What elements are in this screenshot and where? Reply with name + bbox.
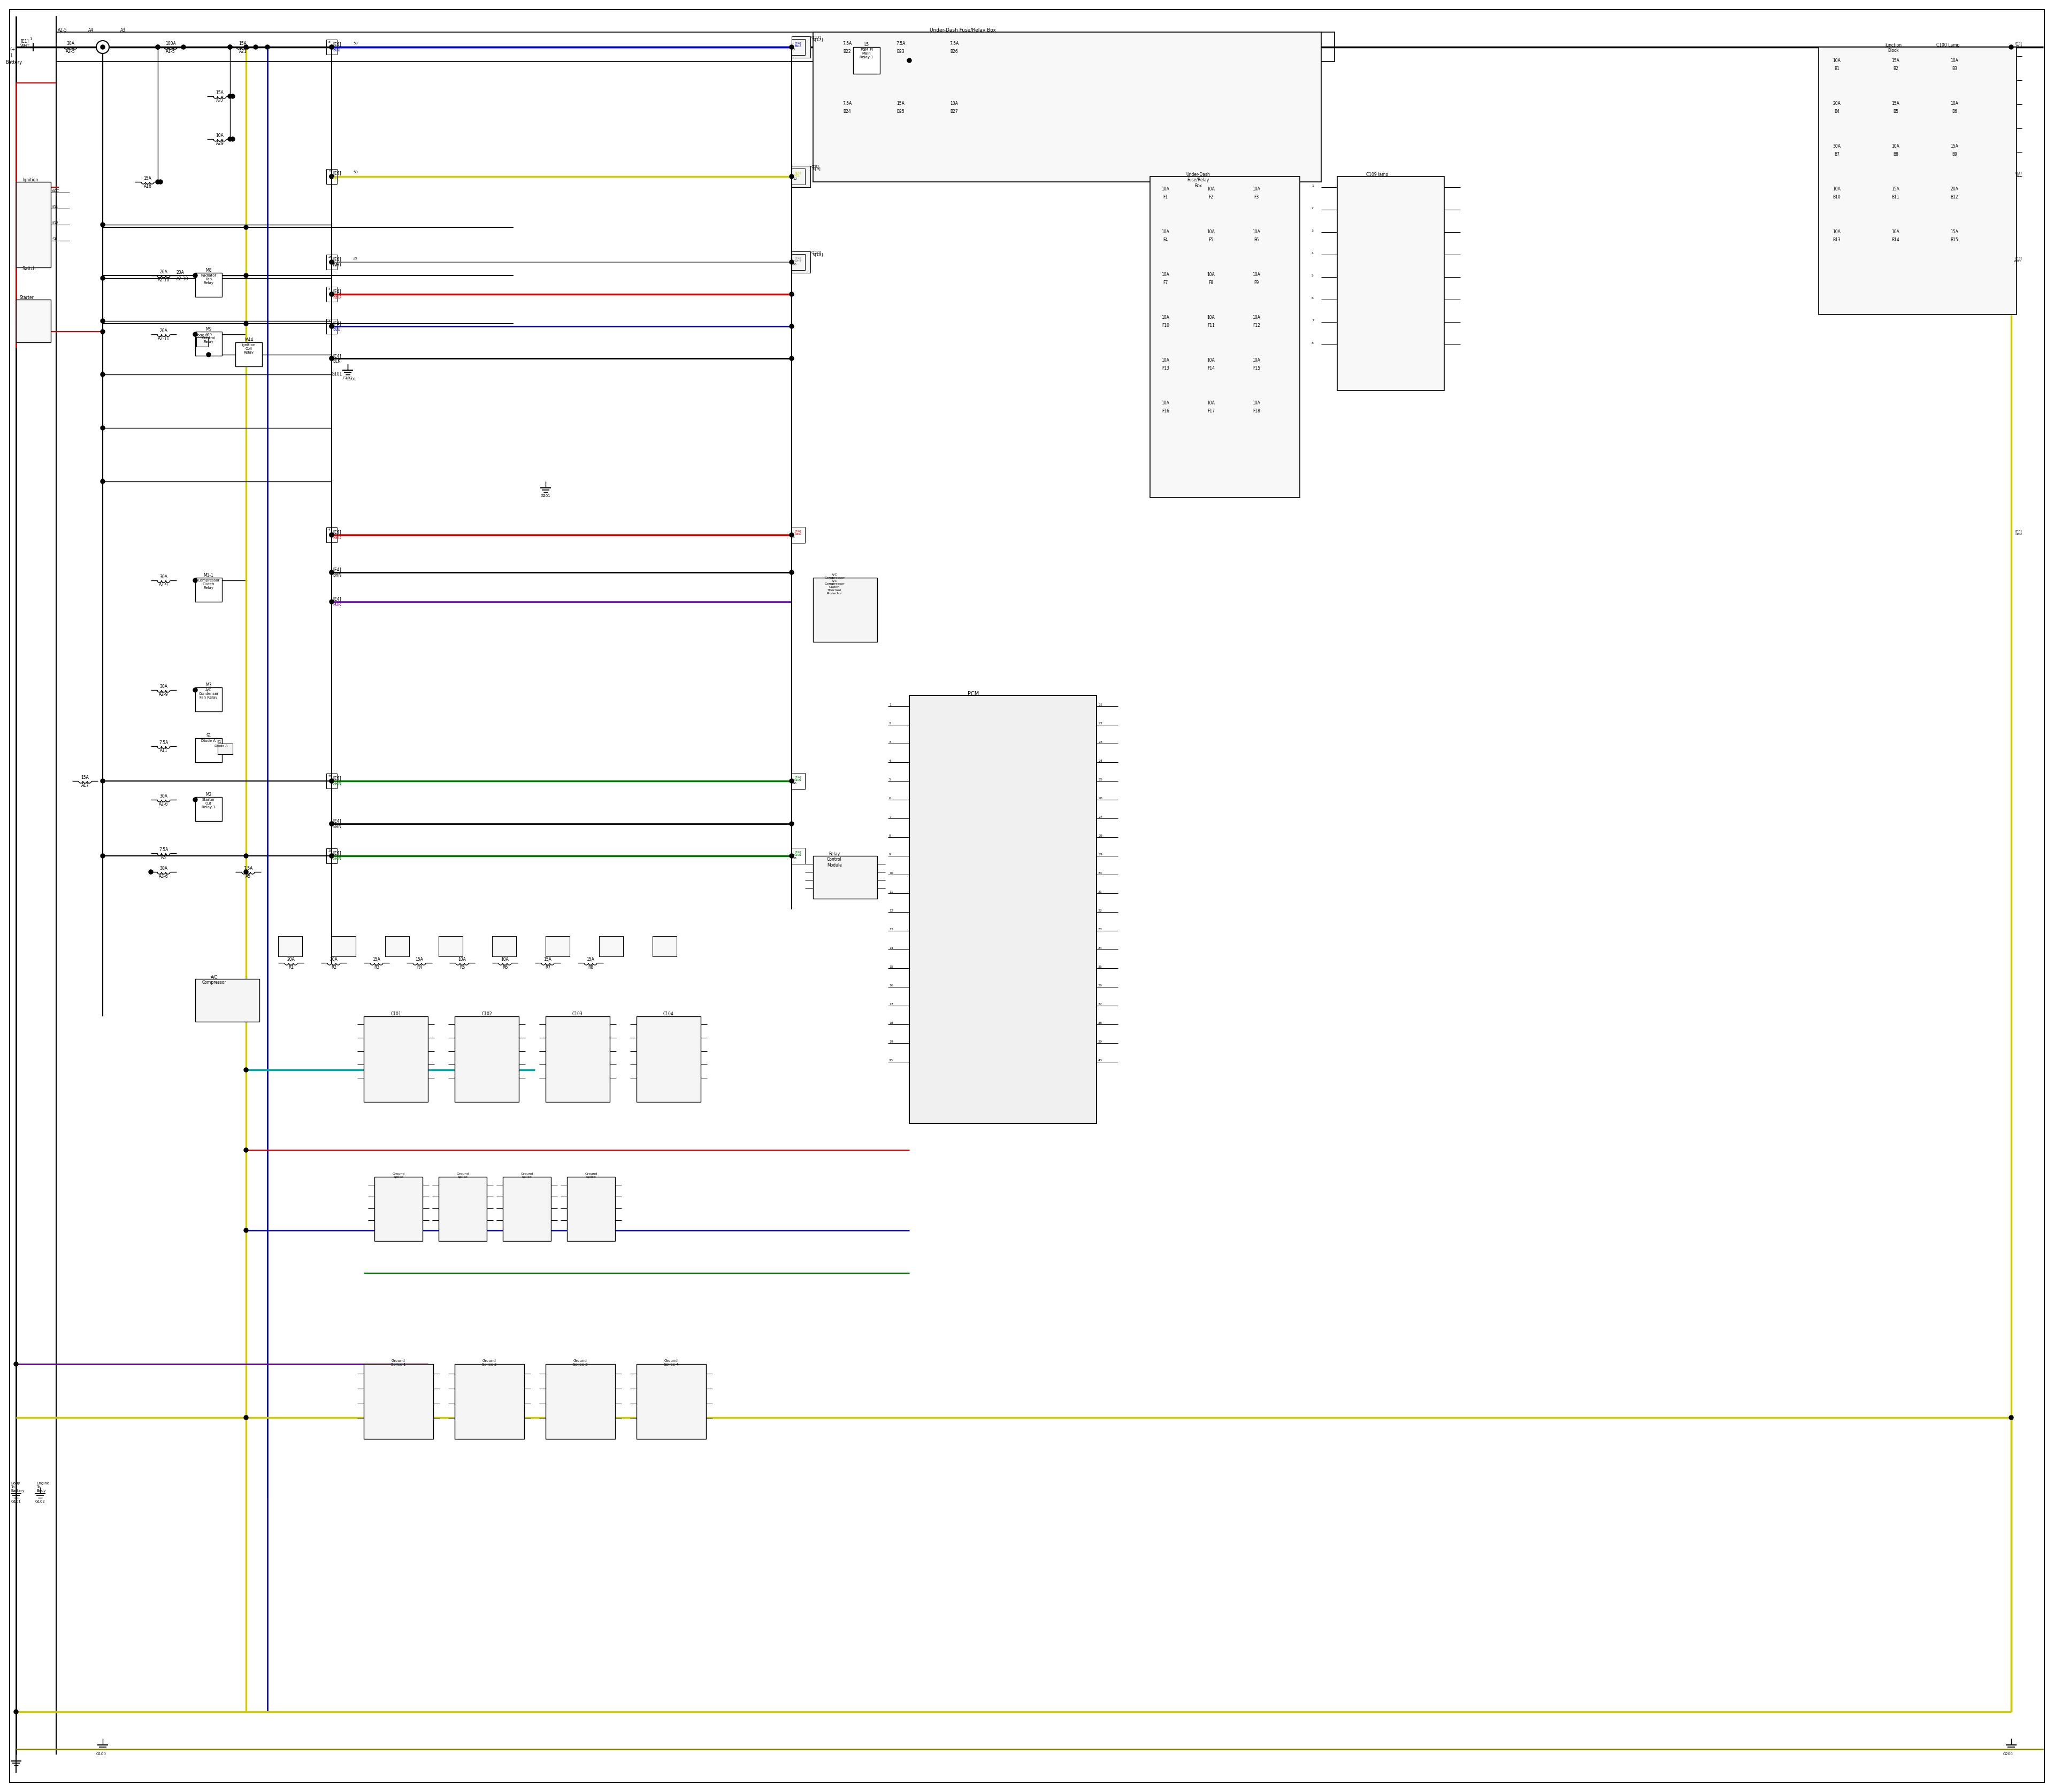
Text: R7: R7: [544, 966, 550, 969]
Text: G101: G101: [331, 371, 343, 376]
Circle shape: [2009, 1416, 2013, 1419]
Text: [E4]: [E4]: [333, 256, 341, 262]
Text: Engine
To
Body: Engine To Body: [37, 1482, 49, 1493]
Text: ST: ST: [51, 238, 58, 240]
Text: F17: F17: [1208, 409, 1214, 414]
Text: 32: 32: [1099, 909, 1103, 912]
Circle shape: [244, 869, 249, 874]
Bar: [852, 47, 879, 73]
Text: 15: 15: [889, 966, 893, 968]
Circle shape: [329, 45, 333, 48]
Bar: [637, 1364, 707, 1439]
Text: 10A: 10A: [1832, 229, 1840, 235]
Text: 10A: 10A: [1832, 59, 1840, 63]
Text: 6: 6: [1313, 297, 1315, 299]
Text: M3: M3: [205, 683, 212, 688]
Text: F9: F9: [1255, 280, 1259, 285]
Bar: [327, 848, 337, 864]
Text: 19: 19: [889, 1041, 893, 1043]
Text: A29: A29: [216, 142, 224, 145]
Text: A/C
Compressor: A/C Compressor: [201, 975, 226, 986]
Text: A3-6: A3-6: [158, 874, 168, 878]
Text: 10A: 10A: [1253, 401, 1261, 405]
Text: 10A: 10A: [1892, 143, 1900, 149]
Bar: [195, 738, 222, 762]
Text: WHT: WHT: [333, 263, 343, 267]
Text: 10A: 10A: [951, 100, 959, 106]
Bar: [440, 935, 462, 957]
Text: Under-Dash Fuse/Relay Box: Under-Dash Fuse/Relay Box: [930, 29, 996, 32]
Text: (+): (+): [10, 47, 16, 52]
Text: M8: M8: [205, 269, 212, 272]
Text: 5: 5: [1313, 274, 1315, 278]
Text: Diode A: Diode A: [214, 745, 228, 747]
Text: [E4]: [E4]: [333, 321, 341, 326]
Circle shape: [789, 532, 793, 538]
Text: PUR: PUR: [333, 602, 341, 607]
Text: B24: B24: [844, 109, 850, 115]
Text: 8: 8: [329, 41, 331, 43]
Text: 30A: 30A: [160, 575, 168, 579]
Text: A2-10: A2-10: [177, 276, 189, 281]
Text: PCM: PCM: [967, 692, 980, 697]
Circle shape: [329, 292, 333, 296]
Circle shape: [228, 95, 232, 99]
Bar: [791, 254, 805, 271]
Bar: [331, 935, 355, 957]
Text: M2: M2: [205, 792, 212, 797]
Text: [E4]: [E4]: [333, 566, 341, 572]
Text: BLU: BLU: [333, 48, 341, 52]
Text: Ground
Splice 4: Ground Splice 4: [663, 1360, 678, 1366]
Text: 30A: 30A: [1832, 143, 1840, 149]
Circle shape: [329, 45, 333, 48]
Text: 15A: 15A: [238, 41, 246, 47]
Bar: [195, 577, 222, 602]
Text: B14: B14: [1892, 238, 1900, 242]
Circle shape: [244, 1228, 249, 1233]
Text: A2-11: A2-11: [158, 337, 170, 340]
Text: B7: B7: [1834, 152, 1840, 156]
Text: A16: A16: [144, 185, 152, 188]
Text: Compressor
Clutch
Relay: Compressor Clutch Relay: [197, 579, 220, 590]
Text: 22: 22: [1099, 722, 1103, 724]
Text: A2-9: A2-9: [158, 692, 168, 697]
Bar: [364, 1016, 427, 1102]
Text: F4: F4: [1163, 238, 1169, 242]
Bar: [374, 1177, 423, 1242]
Text: C103: C103: [573, 1011, 583, 1016]
Bar: [195, 978, 259, 1021]
Text: 7.5A: 7.5A: [842, 41, 852, 47]
Circle shape: [329, 823, 333, 826]
Text: 8: 8: [1313, 342, 1315, 344]
Text: 20A: 20A: [288, 957, 296, 962]
Circle shape: [244, 1068, 249, 1072]
Bar: [503, 1177, 550, 1242]
Text: 20A: 20A: [177, 271, 185, 274]
Circle shape: [101, 330, 105, 333]
Text: 20A: 20A: [160, 328, 168, 333]
Circle shape: [329, 260, 333, 263]
Text: 20A: 20A: [160, 269, 168, 274]
Text: [E3]
BLU: [E3] BLU: [2015, 41, 2021, 48]
Bar: [327, 774, 337, 788]
Text: 10A: 10A: [1163, 272, 1169, 278]
Circle shape: [181, 45, 185, 48]
Circle shape: [101, 478, 105, 484]
Text: 7.5A: 7.5A: [158, 848, 168, 853]
Circle shape: [329, 570, 333, 575]
Text: 37: 37: [1099, 1004, 1103, 1005]
Text: BRN: BRN: [333, 573, 341, 577]
Text: 10A: 10A: [1253, 186, 1261, 192]
Text: A3: A3: [121, 29, 125, 32]
Circle shape: [244, 274, 249, 278]
Text: 46: 46: [329, 774, 333, 778]
Text: 15A: 15A: [372, 957, 380, 962]
Circle shape: [329, 357, 333, 360]
Text: Fan
Control
Relay: Fan Control Relay: [201, 333, 216, 344]
Text: PGM-FI
Main
Relay 1: PGM-FI Main Relay 1: [861, 48, 873, 59]
Text: B11: B11: [1892, 195, 1900, 199]
Bar: [791, 36, 811, 57]
Text: Radiator
Fan
Relay: Radiator Fan Relay: [201, 274, 216, 285]
Text: 6: 6: [889, 797, 891, 799]
Text: 46: 46: [793, 781, 797, 785]
